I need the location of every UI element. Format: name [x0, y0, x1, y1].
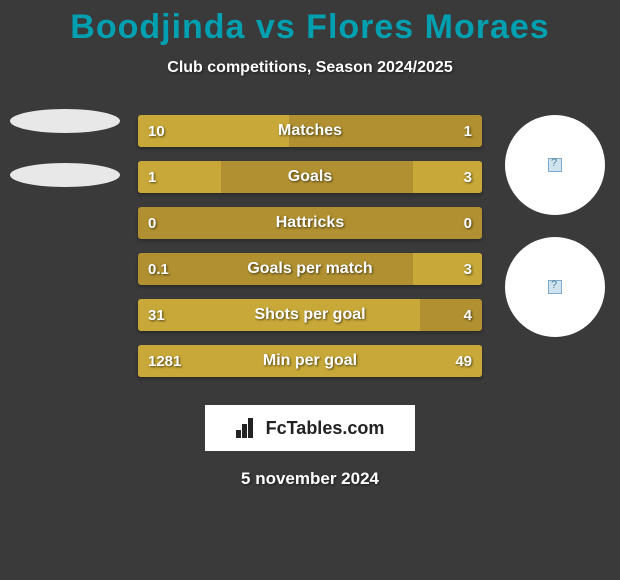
- stat-value-right: 3: [464, 253, 472, 285]
- date-text: 5 november 2024: [0, 469, 620, 489]
- comparison-panel: Matches101Goals13Hattricks00Goals per ma…: [0, 115, 620, 395]
- stat-value-right: 0: [464, 207, 472, 239]
- player-circle: [505, 237, 605, 337]
- stat-row: Min per goal1281 49: [138, 345, 482, 377]
- page-title: Boodjinda vs Flores Moraes: [0, 0, 620, 47]
- player-ellipse: [10, 109, 120, 133]
- stat-row: Goals per match0.1 3: [138, 253, 482, 285]
- stat-value-left: 10: [148, 115, 165, 147]
- stat-label: Matches: [138, 115, 482, 147]
- player-circle: [505, 115, 605, 215]
- stat-label: Min per goal: [138, 345, 482, 377]
- stat-value-right: 1: [464, 115, 472, 147]
- stat-value-right: 4: [464, 299, 472, 331]
- stat-value-right: 49: [455, 345, 472, 377]
- stat-label: Goals per match: [138, 253, 482, 285]
- stat-value-right: 3: [464, 161, 472, 193]
- subtitle: Club competitions, Season 2024/2025: [0, 59, 620, 77]
- stat-value-left: 31: [148, 299, 165, 331]
- stat-value-left: 0.1: [148, 253, 169, 285]
- placeholder-icon: [548, 280, 562, 294]
- left-player-col: [0, 115, 130, 217]
- stat-row: Matches10 1: [138, 115, 482, 147]
- stat-label: Shots per goal: [138, 299, 482, 331]
- brand-text: FcTables.com: [266, 418, 385, 439]
- stat-value-left: 0: [148, 207, 156, 239]
- stat-value-left: 1281: [148, 345, 181, 377]
- stat-label: Hattricks: [138, 207, 482, 239]
- stat-label: Goals: [138, 161, 482, 193]
- placeholder-icon: [548, 158, 562, 172]
- stat-row: Hattricks0 0: [138, 207, 482, 239]
- brand-badge: FcTables.com: [205, 405, 415, 451]
- stat-row: Goals1 3: [138, 161, 482, 193]
- stat-value-left: 1: [148, 161, 156, 193]
- stats-bars: Matches101Goals13Hattricks00Goals per ma…: [138, 115, 482, 391]
- stat-row: Shots per goal31 4: [138, 299, 482, 331]
- player-ellipse: [10, 163, 120, 187]
- bars-icon: [236, 418, 260, 438]
- right-player-col: [490, 115, 620, 359]
